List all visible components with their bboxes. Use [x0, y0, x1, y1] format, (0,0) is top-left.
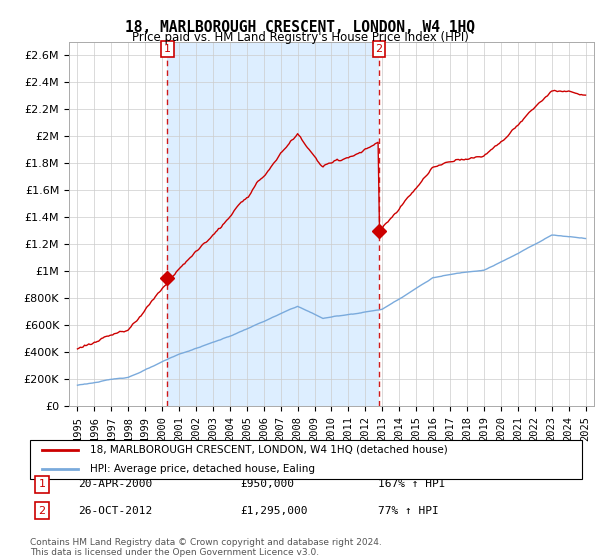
Text: 167% ↑ HPI: 167% ↑ HPI: [378, 479, 445, 489]
Text: 26-OCT-2012: 26-OCT-2012: [78, 506, 152, 516]
Text: 2: 2: [38, 506, 46, 516]
Text: £950,000: £950,000: [240, 479, 294, 489]
Text: 18, MARLBOROUGH CRESCENT, LONDON, W4 1HQ (detached house): 18, MARLBOROUGH CRESCENT, LONDON, W4 1HQ…: [90, 445, 448, 455]
Text: £1,295,000: £1,295,000: [240, 506, 308, 516]
Text: Contains HM Land Registry data © Crown copyright and database right 2024.
This d: Contains HM Land Registry data © Crown c…: [30, 538, 382, 557]
Text: Price paid vs. HM Land Registry's House Price Index (HPI): Price paid vs. HM Land Registry's House …: [131, 31, 469, 44]
Text: HPI: Average price, detached house, Ealing: HPI: Average price, detached house, Eali…: [90, 464, 315, 474]
Text: 20-APR-2000: 20-APR-2000: [78, 479, 152, 489]
Text: 1: 1: [164, 44, 171, 54]
Text: 2: 2: [376, 44, 382, 54]
Text: 77% ↑ HPI: 77% ↑ HPI: [378, 506, 439, 516]
Text: 18, MARLBOROUGH CRESCENT, LONDON, W4 1HQ: 18, MARLBOROUGH CRESCENT, LONDON, W4 1HQ: [125, 20, 475, 35]
Text: 1: 1: [38, 479, 46, 489]
Bar: [167, 42, 379, 406]
